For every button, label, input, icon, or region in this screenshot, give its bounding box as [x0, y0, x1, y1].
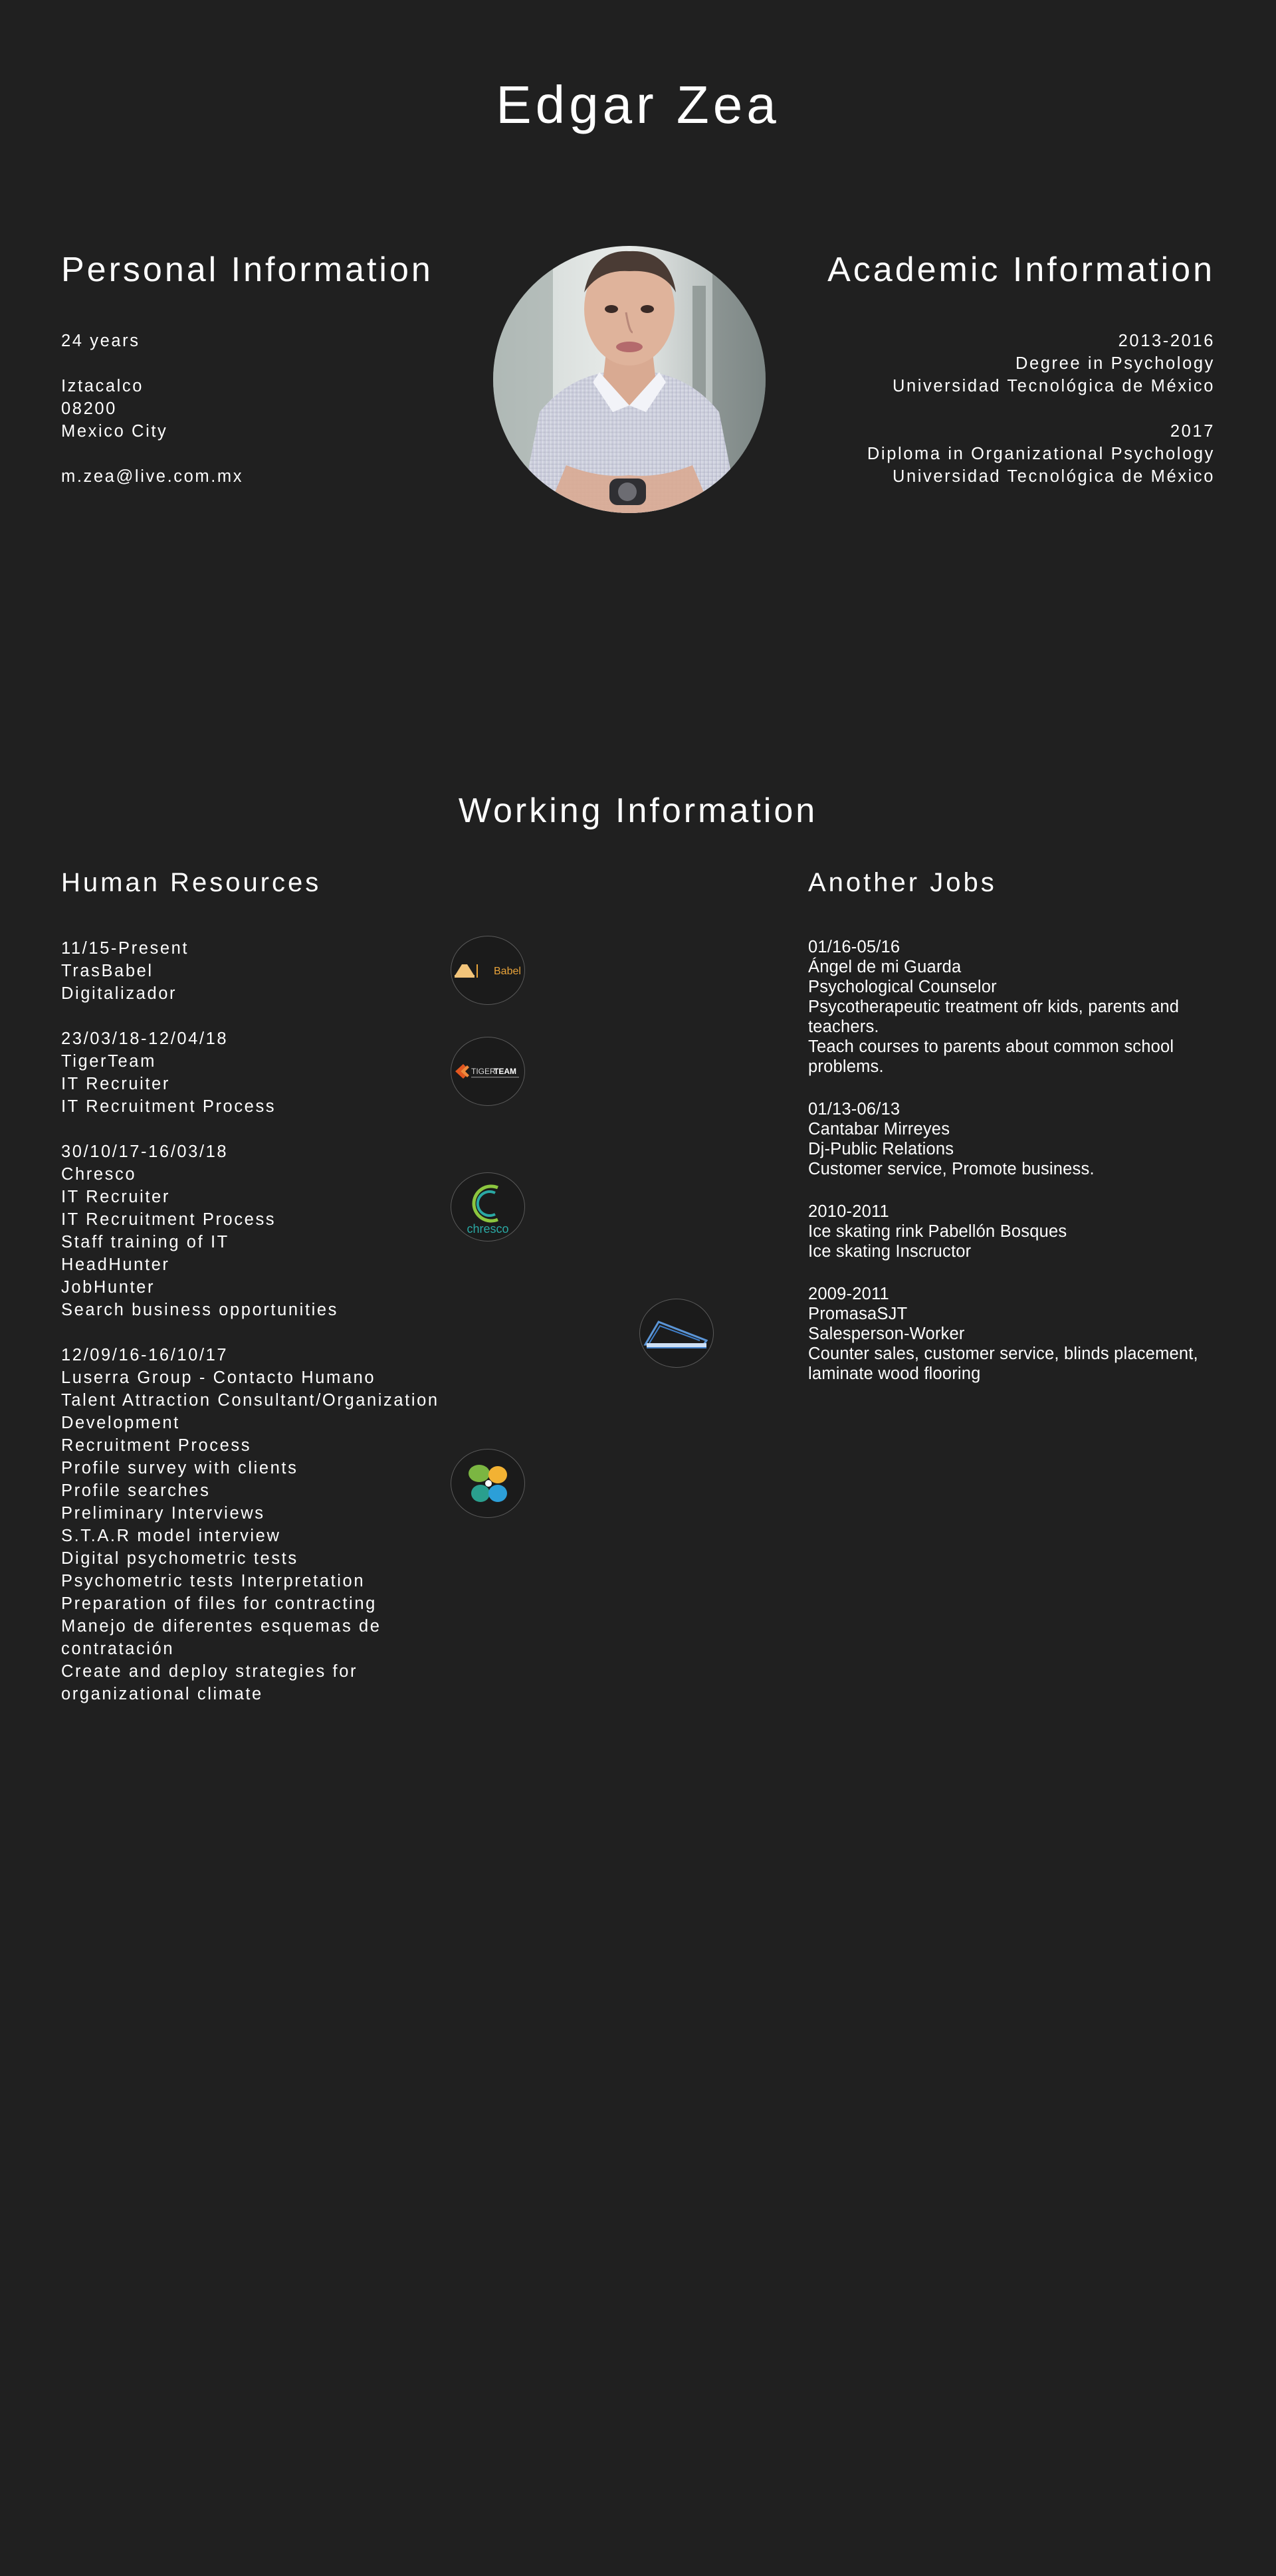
- another-jobs-list: 01/16-05/16 Ángel de mi Guarda Psycholog…: [808, 937, 1210, 1406]
- page-title: Edgar Zea: [496, 75, 780, 134]
- tigerteam-logo-text-tiger: TIGER: [471, 1067, 496, 1076]
- address-city: Mexico City: [61, 422, 168, 441]
- job-entry-angel-de-mi-guarda: 01/16-05/16 Ángel de mi Guarda Psycholog…: [808, 937, 1210, 1077]
- job-dates: 30/10/17-16/03/18: [61, 1142, 229, 1161]
- job-role: Salesperson-Worker: [808, 1325, 965, 1343]
- job-task: Manejo de diferentes esquemas de: [61, 1617, 381, 1636]
- job-task: Profile searches: [61, 1481, 211, 1500]
- job-role: Dj-Public Relations: [808, 1140, 954, 1158]
- academic-info-heading: Academic Information: [827, 251, 1215, 289]
- job-company: PromasaSJT: [808, 1305, 908, 1323]
- chresco-logo-text: chresco: [467, 1222, 508, 1235]
- job-task: Psychometric tests Interpretation: [61, 1572, 366, 1590]
- personal-info-section: 24 years Iztacalco 08200 Mexico City m.z…: [61, 330, 243, 510]
- job-task: Staff training of IT: [61, 1233, 229, 1251]
- job-company: TigerTeam: [61, 1052, 156, 1071]
- job-dates: 2009-2011: [808, 1285, 889, 1303]
- job-task: Profile survey with clients: [61, 1459, 298, 1477]
- job-task: Recruitment Process: [61, 1436, 252, 1455]
- working-info-heading: Working Information: [458, 792, 818, 830]
- job-company: Ice skating rink Pabellón Bosques: [808, 1222, 1067, 1241]
- job-entry-ice-skating: 2010-2011 Ice skating rink Pabellón Bosq…: [808, 1202, 1210, 1261]
- tigerteam-logo-icon: TIGER TEAM: [451, 1037, 525, 1106]
- promasa-logo-icon: [639, 1299, 714, 1368]
- academic-info-section: 2013-2016 Degree in Psychology Universid…: [867, 330, 1215, 510]
- job-company: Luserra Group - Contacto Humano: [61, 1368, 376, 1387]
- job-dates: 23/03/18-12/04/18: [61, 1029, 229, 1048]
- job-task: Preliminary Interviews: [61, 1504, 265, 1523]
- age-text: 24 years: [61, 332, 140, 350]
- job-role: Development: [61, 1414, 180, 1432]
- job-entry-chresco: 30/10/17-16/03/18 Chresco IT Recruiter I…: [61, 1140, 460, 1321]
- job-task: Customer service, Promote business.: [808, 1160, 1095, 1178]
- academic-degree: Degree in Psychology: [1015, 354, 1215, 373]
- job-role: IT Recruiter: [61, 1075, 170, 1093]
- address-district: Iztacalco: [61, 377, 144, 395]
- job-task: organizational climate: [61, 1685, 263, 1703]
- job-role: Psychological Counselor: [808, 978, 997, 996]
- job-task: contratación: [61, 1640, 175, 1658]
- job-company: Ángel de mi Guarda: [808, 958, 962, 976]
- job-dates: 01/13-06/13: [808, 1100, 901, 1119]
- luserra-logo-icon: [451, 1449, 525, 1518]
- trasbabel-logo-icon: Babel: [451, 936, 525, 1005]
- job-entry-tigerteam: 23/03/18-12/04/18 TigerTeam IT Recruiter…: [61, 1027, 460, 1118]
- job-task: JobHunter: [61, 1278, 156, 1297]
- job-task: Teach courses to parents about common sc…: [808, 1037, 1174, 1076]
- job-company: TrasBabel: [61, 962, 154, 980]
- academic-school: Universidad Tecnológica de México: [892, 377, 1215, 395]
- job-task: Psycotherapeutic treatment ofr kids, par…: [808, 998, 1180, 1036]
- job-task: Search business opportunities: [61, 1301, 339, 1319]
- email-text: m.zea@live.com.mx: [61, 467, 244, 486]
- academic-years: 2017: [1170, 422, 1215, 441]
- job-task: IT Recruitment Process: [61, 1210, 276, 1229]
- job-task: Counter sales, customer service, blinds …: [808, 1344, 1198, 1383]
- job-role: Talent Attraction Consultant/Organizatio…: [61, 1391, 439, 1410]
- human-resources-heading: Human Resources: [61, 868, 322, 897]
- chresco-logo-icon: chresco: [451, 1172, 525, 1241]
- profile-photo: [493, 246, 766, 513]
- tigerteam-logo-text-team: TEAM: [494, 1067, 516, 1076]
- job-role: Digitalizador: [61, 984, 177, 1003]
- job-entry-cantabar: 01/13-06/13 Cantabar Mirreyes Dj-Public …: [808, 1099, 1210, 1179]
- personal-info-heading: Personal Information: [61, 251, 433, 289]
- job-entry-promasa: 2009-2011 PromasaSJT Salesperson-Worker …: [808, 1284, 1210, 1384]
- job-task: IT Recruitment Process: [61, 1097, 276, 1116]
- job-entry-trasbabel: 11/15-Present TrasBabel Digitalizador: [61, 937, 460, 1005]
- job-task: Digital psychometric tests: [61, 1549, 298, 1568]
- job-entry-luserra: 12/09/16-16/10/17 Luserra Group - Contac…: [61, 1344, 460, 1705]
- job-dates: 01/16-05/16: [808, 938, 901, 956]
- job-task: S.T.A.R model interview: [61, 1527, 281, 1545]
- trasbabel-logo-text: Babel: [494, 966, 521, 977]
- job-dates: 11/15-Present: [61, 939, 189, 958]
- job-company: Cantabar Mirreyes: [808, 1120, 950, 1138]
- job-task: Preparation of files for contracting: [61, 1594, 377, 1613]
- job-task: Create and deploy strategies for: [61, 1662, 358, 1681]
- job-task: HeadHunter: [61, 1255, 170, 1274]
- job-dates: 12/09/16-16/10/17: [61, 1346, 229, 1364]
- academic-degree: Diploma in Organizational Psychology: [867, 445, 1215, 463]
- academic-school: Universidad Tecnológica de México: [892, 467, 1215, 486]
- another-jobs-heading: Another Jobs: [808, 868, 997, 897]
- job-dates: 2010-2011: [808, 1202, 889, 1221]
- address-postal-code: 08200: [61, 399, 117, 418]
- job-role: IT Recruiter: [61, 1188, 170, 1206]
- human-resources-list: 11/15-Present TrasBabel Digitalizador 23…: [61, 937, 460, 1728]
- academic-years: 2013-2016: [1118, 332, 1215, 350]
- job-company: Chresco: [61, 1165, 137, 1184]
- job-role: Ice skating Inscructor: [808, 1242, 972, 1261]
